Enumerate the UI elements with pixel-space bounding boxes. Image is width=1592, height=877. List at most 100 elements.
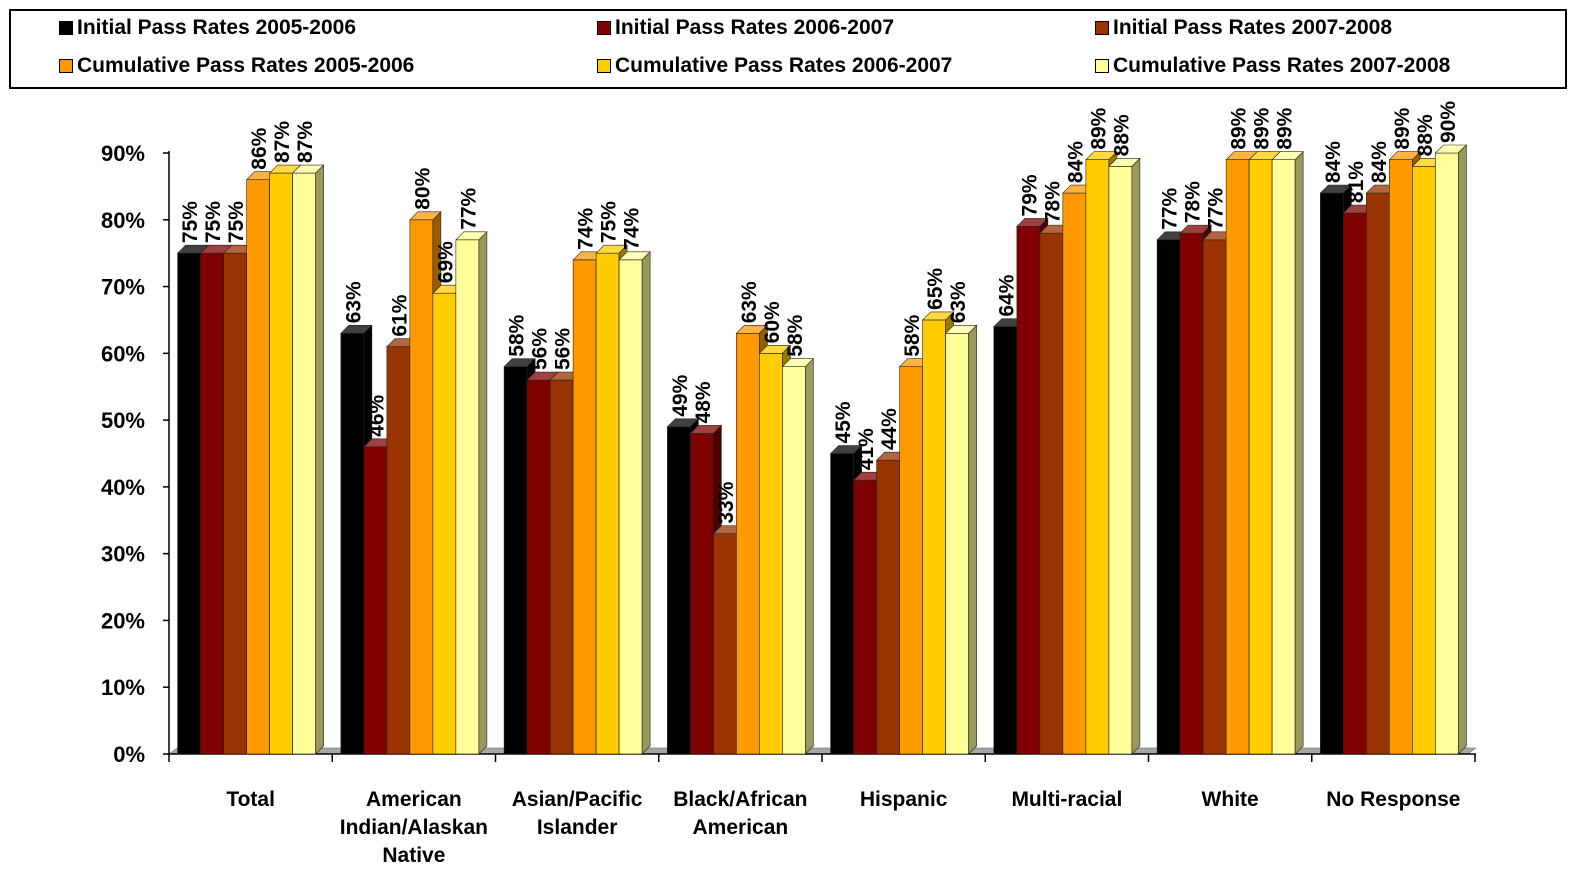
bar [1412,166,1436,755]
data-label: 77% [457,187,480,229]
data-label: 75% [202,201,225,243]
bar [993,326,1018,755]
bar [1366,192,1390,755]
bar [899,366,923,755]
data-label: 75% [598,201,621,243]
data-label: 79% [1018,174,1041,216]
data-label: 60% [761,301,784,343]
bar [690,433,714,755]
y-tick-label: 50% [101,408,145,433]
data-label: 65% [924,268,947,310]
bar [1320,192,1344,755]
data-label: 44% [878,408,901,450]
data-label: 87% [294,121,317,163]
legend-label: Initial Pass Rates 2007-2008 [1113,16,1393,39]
bar [503,366,528,755]
data-label: 90% [1437,101,1460,143]
data-label: 74% [621,207,644,249]
legend-swatch [597,21,611,35]
y-tick-label: 0% [113,742,145,767]
data-label: 46% [365,394,388,436]
data-label: 88% [1414,114,1437,156]
bar-side [1458,144,1467,755]
data-label: 41% [855,428,878,470]
bar [1225,159,1250,755]
data-label: 33% [715,481,738,523]
bar-side [1294,150,1304,755]
legend-item: Cumulative Pass Rates 2005-2006 [59,54,414,78]
bar [1271,159,1296,755]
data-label: 77% [1159,187,1182,229]
legend-label: Initial Pass Rates 2006-2007 [615,16,895,39]
bar [409,219,434,755]
data-label: 89% [1274,107,1297,149]
data-label: 89% [1228,107,1251,149]
x-category-label: No Response [1326,788,1460,811]
x-category-label: Multi-racial [1011,788,1122,811]
bar [549,379,574,755]
data-label: 89% [1391,107,1414,149]
y-tick-label: 10% [101,675,145,700]
bar-group [291,164,325,755]
x-category-label: Total [226,788,275,811]
bar-side [478,231,488,755]
data-label: 74% [575,207,598,249]
bar [1062,192,1087,755]
bar [292,172,316,755]
data-label: 48% [692,381,715,423]
bar [618,259,643,755]
bar-group [1271,150,1304,755]
data-label: 84% [1368,141,1391,183]
data-label: 89% [1087,107,1110,149]
x-category-label: Native [382,844,445,867]
x-category-label: Black/African [673,788,807,811]
bar-group [1108,157,1141,755]
data-label: 56% [552,328,575,370]
data-label: 88% [1110,114,1133,156]
y-tick-label: 80% [101,208,145,233]
bar [1389,159,1413,755]
x-category-label: Indian/Alaskan [340,816,488,839]
data-label: 81% [1345,161,1368,203]
bar [922,319,946,755]
x-category-label: Islander [537,816,618,839]
bar [432,292,457,755]
chart-legend: Initial Pass Rates 2005-2006 Initial Pass… [9,9,1567,89]
bar [1248,159,1273,755]
data-label: 58% [784,314,807,356]
data-label: 78% [1182,181,1205,223]
bar [1108,166,1133,755]
bar [876,459,900,755]
y-tick-label: 40% [101,475,145,500]
data-label: 63% [738,281,761,323]
bar [667,426,691,755]
legend-swatch [1095,59,1109,73]
y-tick-label: 90% [101,141,145,166]
bar [246,179,270,755]
bar [455,239,480,755]
bar [595,252,620,755]
bar-group [944,324,978,755]
bar [526,379,551,755]
data-label: 69% [434,241,457,283]
legend-swatch [59,59,73,73]
data-label: 75% [225,201,248,243]
data-label: 63% [342,281,365,323]
bar [1435,152,1459,755]
bar-group [781,357,815,755]
bar [1016,226,1041,755]
y-tick-label: 30% [101,542,145,567]
data-label: 77% [1205,187,1228,229]
bar [363,446,388,755]
bar [1202,239,1227,755]
bar [713,533,737,755]
bar [759,353,783,755]
bar [269,172,293,755]
bar [782,366,806,755]
legend-item: Cumulative Pass Rates 2006-2007 [597,54,952,78]
data-label: 78% [1041,181,1064,223]
bar-side [1131,157,1141,755]
data-label: 87% [271,121,294,163]
bar [1085,159,1110,755]
